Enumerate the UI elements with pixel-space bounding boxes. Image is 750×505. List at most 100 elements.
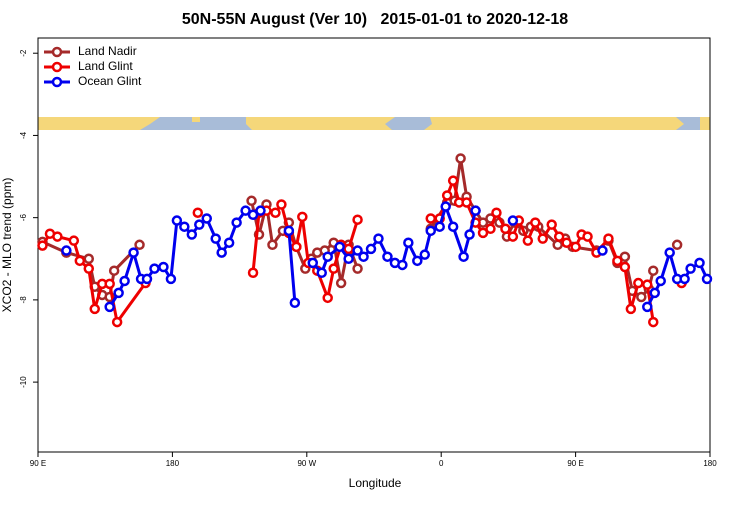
data-point bbox=[113, 287, 124, 299]
x-tick-label: 180 bbox=[703, 459, 717, 468]
data-point bbox=[597, 245, 608, 256]
x-tick-label: 90 E bbox=[567, 459, 583, 468]
data-point bbox=[74, 255, 86, 267]
data-point bbox=[141, 273, 153, 285]
data-point bbox=[507, 215, 519, 226]
data-point bbox=[425, 213, 436, 224]
data-point bbox=[685, 263, 696, 274]
data-point bbox=[373, 233, 384, 244]
data-point bbox=[625, 303, 637, 315]
data-point bbox=[255, 205, 266, 216]
map-strip bbox=[38, 117, 710, 130]
data-point bbox=[664, 247, 675, 258]
data-point bbox=[419, 249, 431, 260]
legend-label: Land Glint bbox=[78, 59, 133, 73]
data-point bbox=[403, 237, 414, 248]
data-point bbox=[507, 231, 519, 242]
data-point bbox=[619, 261, 631, 273]
data-point bbox=[334, 241, 345, 253]
data-point bbox=[447, 221, 459, 232]
legend-label: Land Nadir bbox=[78, 44, 137, 58]
data-point bbox=[149, 263, 160, 274]
data-point bbox=[201, 213, 212, 224]
data-point bbox=[165, 273, 177, 285]
data-point bbox=[267, 239, 278, 251]
data-point bbox=[455, 153, 466, 164]
data-point bbox=[649, 287, 660, 299]
data-point bbox=[458, 251, 469, 262]
data-point bbox=[365, 243, 377, 255]
data-point bbox=[491, 207, 502, 218]
data-point bbox=[328, 263, 339, 274]
data-point bbox=[655, 275, 666, 287]
chart-title: 50N-55N August (Ver 10) 2015-01-01 to 20… bbox=[182, 11, 568, 28]
data-point bbox=[636, 291, 647, 303]
data-point bbox=[642, 279, 653, 290]
data-point bbox=[530, 217, 541, 228]
data-point bbox=[240, 205, 251, 216]
data-point bbox=[485, 223, 496, 235]
data-point bbox=[231, 217, 242, 228]
data-point bbox=[52, 231, 63, 242]
data-point bbox=[619, 251, 631, 262]
data-point bbox=[108, 265, 120, 276]
data-point bbox=[461, 197, 472, 208]
x-tick-label: 180 bbox=[166, 459, 180, 468]
data-point bbox=[434, 221, 445, 232]
data-point bbox=[464, 229, 475, 240]
data-point bbox=[289, 297, 301, 309]
x-tick-label: 90 W bbox=[297, 459, 316, 468]
data-point bbox=[89, 303, 100, 315]
data-point bbox=[283, 225, 295, 237]
data-point bbox=[171, 215, 183, 226]
data-point bbox=[119, 275, 130, 287]
data-point bbox=[470, 205, 481, 216]
data-point bbox=[648, 265, 659, 276]
data-point bbox=[322, 292, 333, 304]
data-point bbox=[37, 240, 48, 251]
legend-marker bbox=[51, 46, 63, 58]
data-point bbox=[246, 195, 257, 207]
x-axis-label: Longitude bbox=[349, 476, 402, 490]
data-point bbox=[701, 273, 713, 285]
data-point bbox=[425, 225, 436, 237]
data-point bbox=[307, 257, 319, 269]
data-point bbox=[186, 229, 198, 240]
data-point bbox=[648, 316, 659, 328]
y-tick-label: -8 bbox=[19, 296, 28, 304]
data-point bbox=[552, 239, 563, 251]
data-point bbox=[83, 253, 95, 265]
data-point bbox=[679, 273, 690, 285]
data-point bbox=[603, 233, 614, 244]
data-point bbox=[128, 247, 139, 258]
data-point bbox=[561, 237, 572, 248]
data-point bbox=[335, 277, 347, 289]
y-tick-label: -2 bbox=[19, 49, 28, 57]
data-point bbox=[210, 233, 221, 244]
data-point bbox=[322, 251, 333, 262]
data-point bbox=[382, 251, 393, 262]
data-point bbox=[68, 235, 80, 246]
data-point bbox=[570, 241, 581, 253]
data-point bbox=[247, 267, 259, 279]
data-point bbox=[352, 214, 363, 225]
data-point bbox=[612, 255, 623, 267]
data-point bbox=[83, 263, 95, 274]
data-point bbox=[440, 201, 451, 212]
data-point bbox=[537, 233, 548, 244]
x-tick-label: 90 E bbox=[30, 459, 46, 468]
data-point bbox=[343, 253, 354, 265]
legend-marker bbox=[51, 76, 63, 88]
data-point bbox=[642, 301, 653, 313]
data-point bbox=[194, 219, 205, 230]
data-point bbox=[192, 207, 204, 218]
legend-label: Ocean Glint bbox=[78, 74, 142, 88]
data-point bbox=[316, 267, 327, 279]
data-point bbox=[179, 221, 190, 232]
x-tick-label: 0 bbox=[439, 459, 444, 468]
data-point bbox=[633, 277, 644, 289]
data-point bbox=[553, 231, 565, 242]
data-point bbox=[582, 231, 593, 242]
data-point bbox=[223, 237, 235, 248]
